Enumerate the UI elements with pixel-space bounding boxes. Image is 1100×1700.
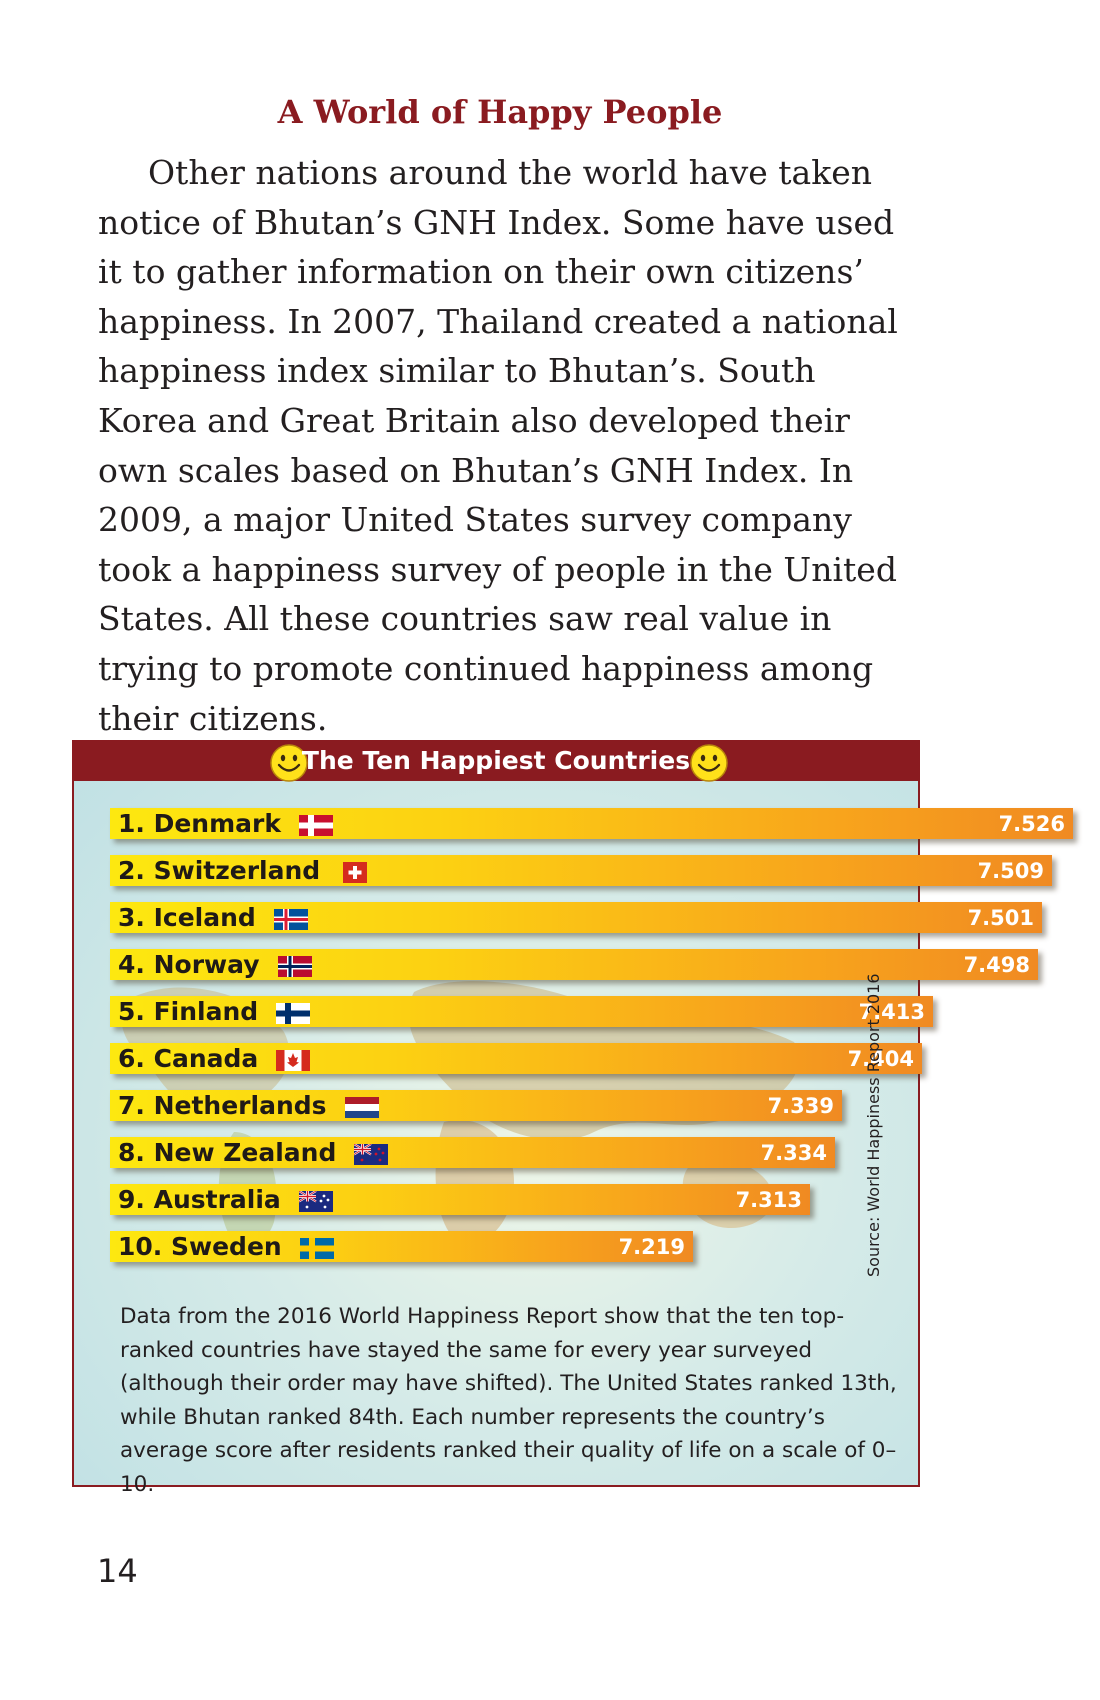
- netherlands-flag-icon: [345, 1097, 379, 1118]
- bar-value-label: 7.334: [761, 1141, 827, 1165]
- bar-row: 7. Netherlands 7.339: [110, 1090, 842, 1121]
- finland-flag-icon: [276, 1003, 310, 1024]
- bar-row: 10. Sweden 7.219: [110, 1231, 693, 1262]
- bar-country-label: 4. Norway: [118, 950, 260, 979]
- bar-row: 1. Denmark 7.526: [110, 808, 1073, 839]
- new-zealand-flag-icon: [354, 1144, 388, 1165]
- bar-country-label: 1. Denmark: [118, 809, 281, 838]
- bar-country-label: 3. Iceland: [118, 903, 256, 932]
- bar-country-label: 7. Netherlands: [118, 1091, 327, 1120]
- denmark-flag-icon: [299, 815, 333, 836]
- bar-row: 9. Australia 7.313: [110, 1184, 810, 1215]
- bar-country-label: 2. Switzerland: [118, 856, 320, 885]
- bar-country-label: 9. Australia: [118, 1185, 281, 1214]
- norway-flag-icon: [278, 956, 312, 977]
- iceland-flag-icon: [274, 909, 308, 930]
- bar-country-label: 6. Canada: [118, 1044, 258, 1073]
- bar-row: 2. Switzerland 7.509: [110, 855, 1052, 886]
- bar-value-label: 7.501: [968, 906, 1034, 930]
- bar-country-label: 5. Finland: [118, 997, 258, 1026]
- bar-country-label: 10. Sweden: [118, 1232, 282, 1261]
- figure-caption: Data from the 2016 World Happiness Repor…: [120, 1300, 910, 1501]
- bar-row: 3. Iceland 7.501: [110, 902, 1042, 933]
- figure-source: Source: World Happiness Report 2016: [864, 977, 886, 1277]
- bar-value-label: 7.509: [978, 859, 1044, 883]
- bar-value-label: 7.313: [736, 1188, 802, 1212]
- sweden-flag-icon: [300, 1238, 334, 1259]
- bar-row: 4. Norway 7.498: [110, 949, 1038, 980]
- page-number: 14: [97, 1552, 138, 1590]
- bar-value-label: 7.526: [999, 812, 1065, 836]
- body-paragraph-block: Other nations around the world have take…: [98, 148, 918, 743]
- bar-row: 5. Finland 7.413: [110, 996, 933, 1027]
- bar-row: 6. Canada 7.404: [110, 1043, 922, 1074]
- section-heading: A World of Happy People: [0, 93, 1000, 131]
- bar-value-label: 7.339: [768, 1094, 834, 1118]
- body-paragraph: Other nations around the world have take…: [98, 148, 918, 743]
- australia-flag-icon: [299, 1191, 333, 1212]
- happiest-countries-figure: The Ten Happiest Countries 1. Denmark 7.5…: [72, 740, 920, 1487]
- switzerland-flag-icon: [338, 862, 372, 883]
- bar-value-label: 7.219: [619, 1235, 685, 1259]
- bar-value-label: 7.498: [964, 953, 1030, 977]
- canada-flag-icon: [276, 1050, 310, 1071]
- bar-country-label: 8. New Zealand: [118, 1138, 336, 1167]
- bar-row: 8. New Zealand 7.334: [110, 1137, 835, 1168]
